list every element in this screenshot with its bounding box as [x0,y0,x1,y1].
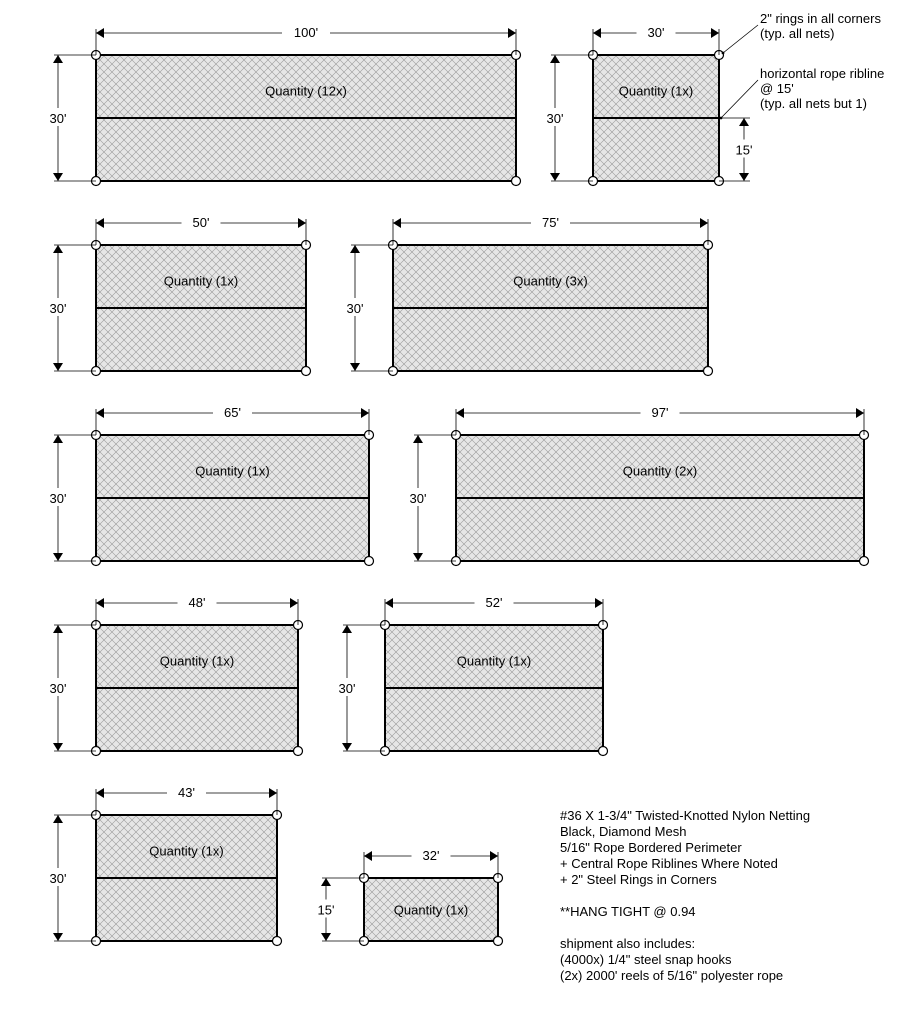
height-dim: 30' [410,491,427,506]
width-dim: 30' [648,25,665,40]
width-dim: 43' [178,785,195,800]
width-dim: 50' [193,215,210,230]
spec-line: (2x) 2000' reels of 5/16" polyester rope [560,968,783,983]
annotation-line: (typ. all nets) [760,26,834,41]
width-dim: 75' [542,215,559,230]
net-n6: Quantity (2x) [452,431,869,566]
qty-label: Quantity (12x) [265,83,347,98]
spec-line: + 2" Steel Rings in Corners [560,872,717,887]
spec-line: 5/16" Rope Bordered Perimeter [560,840,742,855]
qty-label: Quantity (3x) [513,273,587,288]
netting-spec-diagram: Quantity (12x) 100' 30' Quantity (1x) 30' 30'… [0,0,899,1010]
qty-label: Quantity (1x) [149,843,223,858]
height-dim: 30' [50,111,67,126]
net-n10: Quantity (1x) [360,874,503,946]
net-n4: Quantity (3x) [389,241,713,376]
width-dim: 97' [652,405,669,420]
height-dim: 30' [50,681,67,696]
width-dim: 100' [294,25,318,40]
corner-ring-icon [704,367,713,376]
net-n3: Quantity (1x) [92,241,311,376]
spec-line: (4000x) 1/4" steel snap hooks [560,952,732,967]
width-dim: 65' [224,405,241,420]
qty-label: Quantity (1x) [164,273,238,288]
height-dim: 15' [318,903,335,918]
corner-ring-icon [512,177,521,186]
height-dim: 30' [347,301,364,316]
corner-ring-icon [294,747,303,756]
net-n1: Quantity (12x) [92,51,521,186]
height-dim: 30' [547,111,564,126]
spec-line: **HANG TIGHT @ 0.94 [560,904,696,919]
corner-ring-icon [365,557,374,566]
qty-label: Quantity (1x) [457,653,531,668]
qty-label: Quantity (1x) [195,463,269,478]
height-dim: 30' [50,301,67,316]
spec-line: Black, Diamond Mesh [560,824,686,839]
net-n8: Quantity (1x) [381,621,608,756]
height-dim: 30' [50,491,67,506]
height-dim: 30' [339,681,356,696]
qty-label: Quantity (1x) [394,903,468,918]
qty-label: Quantity (2x) [623,463,697,478]
corner-ring-icon [599,747,608,756]
spec-line: + Central Rope Riblines Where Noted [560,856,778,871]
annotation-line: (typ. all nets but 1) [760,96,867,111]
width-dim: 32' [423,848,440,863]
width-dim: 52' [486,595,503,610]
qty-label: Quantity (1x) [160,653,234,668]
spec-line: #36 X 1-3/4" Twisted-Knotted Nylon Netti… [560,808,810,823]
annotation-line: 2" rings in all corners [760,11,881,26]
extra-height-dim: 15' [736,143,753,158]
annotation-line: @ 15' [760,81,794,96]
qty-label: Quantity (1x) [619,83,693,98]
annotation-line: horizontal rope ribline [760,66,884,81]
spec-line: shipment also includes: [560,936,695,951]
height-dim: 30' [50,871,67,886]
corner-ring-icon [494,937,503,946]
net-n2: Quantity (1x) [589,51,724,186]
net-n5: Quantity (1x) [92,431,374,566]
corner-ring-icon [860,557,869,566]
corner-ring-icon [273,937,282,946]
net-n9: Quantity (1x) [92,811,282,946]
corner-ring-icon [302,367,311,376]
width-dim: 48' [189,595,206,610]
net-n7: Quantity (1x) [92,621,303,756]
